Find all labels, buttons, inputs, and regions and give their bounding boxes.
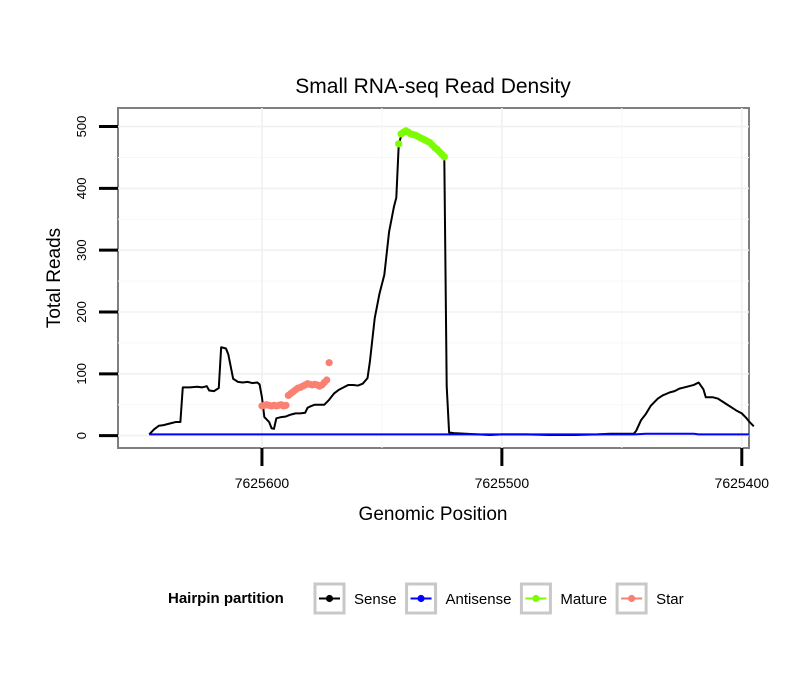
y-tick-label: 500	[74, 116, 89, 138]
point-star	[323, 376, 331, 384]
legend-dot-mature	[532, 594, 540, 603]
legend: Hairpin partition Sense Antisense Mature St…	[168, 582, 684, 615]
point-star	[325, 359, 333, 367]
legend-dot-sense	[325, 594, 334, 603]
grid-lines	[118, 108, 749, 448]
point-mature	[395, 140, 403, 148]
series-layer	[148, 127, 755, 437]
y-axis-label: Total Reads	[44, 228, 65, 328]
y-tick-label: 0	[74, 432, 89, 439]
series-line-sense	[148, 130, 755, 437]
axes: 0 100 200 300 400 500 7625600 7625500 7625400	[74, 116, 769, 491]
x-tick-label: 7625400	[715, 475, 770, 491]
legend-dot-antisense	[417, 594, 425, 603]
x-tick-label: 7625600	[235, 475, 290, 491]
y-tick-label: 100	[74, 363, 89, 385]
point-mature	[440, 153, 448, 161]
legend-label-star: Star	[656, 591, 684, 608]
legend-dot-star	[628, 594, 636, 603]
x-tick-label: 7625500	[475, 475, 530, 491]
legend-label-sense: Sense	[354, 591, 397, 608]
y-tick-label: 400	[74, 178, 89, 200]
legend-label-mature: Mature	[560, 591, 607, 608]
y-tick-label: 300	[74, 239, 89, 261]
chart-title: Small RNA-seq Read Density	[295, 75, 571, 98]
y-tick-label: 200	[74, 301, 89, 323]
legend-title: Hairpin partition	[168, 590, 284, 607]
point-star	[282, 401, 290, 409]
legend-label-antisense: Antisense	[446, 591, 512, 608]
series-line-antisense	[149, 432, 749, 436]
x-axis-label: Genomic Position	[359, 504, 508, 525]
plot-panel	[117, 107, 750, 449]
